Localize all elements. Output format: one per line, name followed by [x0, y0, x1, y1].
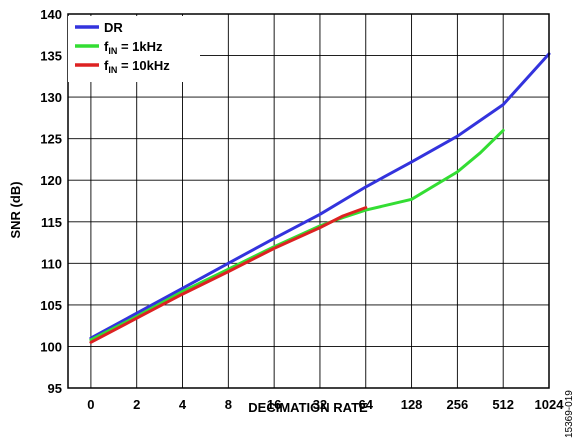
legend-label-dr: DR: [104, 20, 123, 35]
y-tick-label: 125: [40, 132, 62, 147]
x-tick-label: 16: [267, 397, 281, 412]
legend-label-fin-10khz-sub: IN: [108, 65, 117, 75]
plot-frame: [67, 13, 550, 389]
x-tick-label: 0: [87, 397, 94, 412]
x-tick-label: 64: [359, 397, 374, 412]
x-tick-label: 8: [225, 397, 232, 412]
legend-label-fin-1khz: fIN = 1kHz: [104, 39, 163, 56]
y-axis-ticks: 95 100 105 110 115 120 125 130 135 140: [40, 7, 62, 396]
legend-label-fin-1khz-rest: = 1kHz: [117, 39, 163, 54]
legend-label-fin-1khz-sub: IN: [108, 46, 117, 56]
x-tick-label: 128: [401, 397, 423, 412]
legend: DR fIN = 1kHz fIN = 10kHz: [68, 16, 200, 82]
x-tick-label: 1024: [535, 397, 565, 412]
x-axis-ticks: 0 2 4 8 16 32 64 128 256 512 1024: [87, 397, 564, 412]
y-tick-label: 105: [40, 298, 62, 313]
series-lines: [89, 52, 551, 344]
x-tick-label: 256: [447, 397, 469, 412]
y-tick-label: 100: [40, 339, 62, 354]
x-tick-label: 2: [133, 397, 140, 412]
x-axis-title: DECIMATION RATE: [248, 400, 368, 415]
legend-label-fin-1khz-base: f: [104, 39, 109, 54]
y-axis-title: SNR (dB): [8, 181, 23, 238]
legend-label-fin-10khz: fIN = 10kHz: [104, 58, 170, 75]
legend-label-fin-10khz-base: f: [104, 58, 109, 73]
y-tick-label: 115: [41, 215, 62, 230]
series-line-2: [89, 206, 368, 344]
y-tick-label: 135: [40, 49, 62, 64]
x-tick-label: 32: [313, 397, 327, 412]
y-tick-label: 130: [40, 90, 62, 105]
y-tick-label: 95: [48, 381, 62, 396]
y-tick-label: 120: [40, 173, 62, 188]
x-tick-label: 512: [492, 397, 514, 412]
y-tick-label: 110: [41, 256, 62, 271]
y-tick-label: 140: [40, 7, 62, 22]
legend-label-fin-10khz-rest: = 10kHz: [117, 58, 170, 73]
x-tick-label: 4: [179, 397, 187, 412]
series-line-0: [89, 52, 551, 340]
figure-id: 15369-019: [564, 390, 575, 438]
